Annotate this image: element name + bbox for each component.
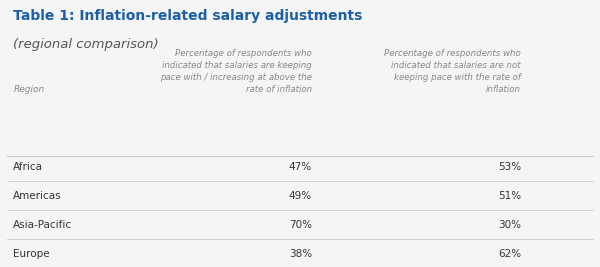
- Text: Americas: Americas: [13, 191, 62, 201]
- Text: Table 1: Inflation-related salary adjustments: Table 1: Inflation-related salary adjust…: [13, 9, 363, 23]
- Text: 49%: 49%: [289, 191, 312, 201]
- Text: 38%: 38%: [289, 249, 312, 259]
- Text: Percentage of respondents who
indicated that salaries are not
keeping pace with : Percentage of respondents who indicated …: [384, 49, 521, 94]
- Text: Region: Region: [13, 85, 44, 94]
- Text: 30%: 30%: [498, 220, 521, 230]
- Text: Asia-Pacific: Asia-Pacific: [13, 220, 73, 230]
- Text: 53%: 53%: [498, 162, 521, 172]
- Text: Percentage of respondents who
indicated that salaries are keeping
pace with / in: Percentage of respondents who indicated …: [160, 49, 312, 94]
- Text: 47%: 47%: [289, 162, 312, 172]
- Text: 62%: 62%: [498, 249, 521, 259]
- Text: 51%: 51%: [498, 191, 521, 201]
- Text: Europe: Europe: [13, 249, 50, 259]
- Text: 70%: 70%: [289, 220, 312, 230]
- Text: (regional comparison): (regional comparison): [13, 38, 159, 51]
- Text: Africa: Africa: [13, 162, 43, 172]
